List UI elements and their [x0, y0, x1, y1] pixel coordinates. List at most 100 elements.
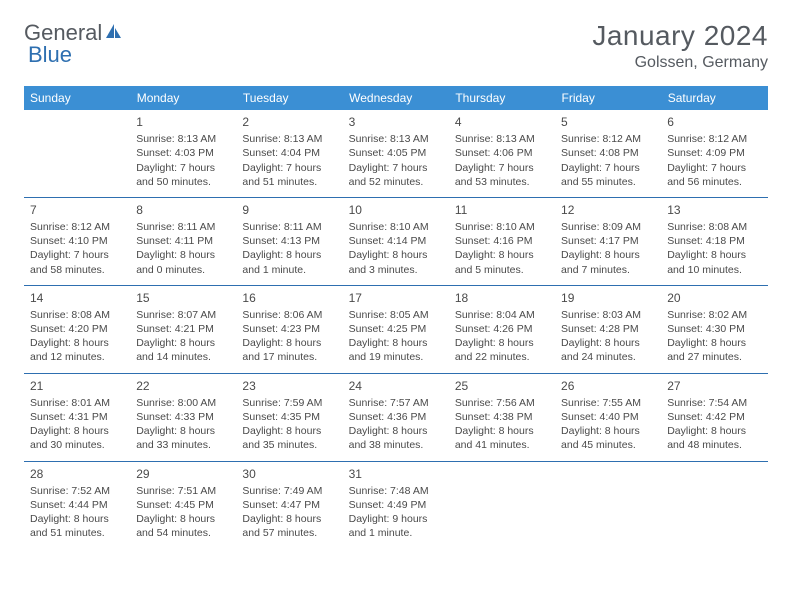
weekday-header: Tuesday	[236, 86, 342, 110]
sunrise-line: Sunrise: 8:01 AM	[30, 396, 124, 410]
day-number: 5	[561, 114, 655, 130]
calendar-cell: 22Sunrise: 8:00 AMSunset: 4:33 PMDayligh…	[130, 373, 236, 461]
daylight-line: Daylight: 8 hours and 14 minutes.	[136, 336, 230, 364]
sunset-line: Sunset: 4:45 PM	[136, 498, 230, 512]
day-number: 21	[30, 378, 124, 394]
sunrise-line: Sunrise: 8:05 AM	[349, 308, 443, 322]
weekday-header: Sunday	[24, 86, 130, 110]
weekday-header: Friday	[555, 86, 661, 110]
day-number: 3	[349, 114, 443, 130]
weekday-header: Saturday	[661, 86, 767, 110]
day-number: 31	[349, 466, 443, 482]
daylight-line: Daylight: 8 hours and 0 minutes.	[136, 248, 230, 276]
daylight-line: Daylight: 8 hours and 24 minutes.	[561, 336, 655, 364]
sunset-line: Sunset: 4:21 PM	[136, 322, 230, 336]
sunset-line: Sunset: 4:33 PM	[136, 410, 230, 424]
sunset-line: Sunset: 4:30 PM	[667, 322, 761, 336]
daylight-line: Daylight: 8 hours and 51 minutes.	[30, 512, 124, 540]
sunrise-line: Sunrise: 8:07 AM	[136, 308, 230, 322]
sunset-line: Sunset: 4:05 PM	[349, 146, 443, 160]
sunset-line: Sunset: 4:49 PM	[349, 498, 443, 512]
day-number: 28	[30, 466, 124, 482]
day-number: 8	[136, 202, 230, 218]
daylight-line: Daylight: 7 hours and 55 minutes.	[561, 161, 655, 189]
daylight-line: Daylight: 8 hours and 22 minutes.	[455, 336, 549, 364]
sunset-line: Sunset: 4:23 PM	[242, 322, 336, 336]
calendar-row: 14Sunrise: 8:08 AMSunset: 4:20 PMDayligh…	[24, 285, 768, 373]
day-number: 29	[136, 466, 230, 482]
calendar-cell: 28Sunrise: 7:52 AMSunset: 4:44 PMDayligh…	[24, 461, 130, 548]
sunrise-line: Sunrise: 8:13 AM	[242, 132, 336, 146]
day-number: 24	[349, 378, 443, 394]
calendar-cell: 1Sunrise: 8:13 AMSunset: 4:03 PMDaylight…	[130, 110, 236, 197]
day-number: 7	[30, 202, 124, 218]
day-number: 20	[667, 290, 761, 306]
calendar-cell: 25Sunrise: 7:56 AMSunset: 4:38 PMDayligh…	[449, 373, 555, 461]
sunrise-line: Sunrise: 8:12 AM	[30, 220, 124, 234]
day-number: 12	[561, 202, 655, 218]
day-number: 10	[349, 202, 443, 218]
calendar-cell: 4Sunrise: 8:13 AMSunset: 4:06 PMDaylight…	[449, 110, 555, 197]
daylight-line: Daylight: 8 hours and 10 minutes.	[667, 248, 761, 276]
calendar-cell: 7Sunrise: 8:12 AMSunset: 4:10 PMDaylight…	[24, 197, 130, 285]
calendar-cell: 14Sunrise: 8:08 AMSunset: 4:20 PMDayligh…	[24, 285, 130, 373]
sunset-line: Sunset: 4:17 PM	[561, 234, 655, 248]
sunset-line: Sunset: 4:38 PM	[455, 410, 549, 424]
sunset-line: Sunset: 4:20 PM	[30, 322, 124, 336]
sunset-line: Sunset: 4:13 PM	[242, 234, 336, 248]
calendar-cell: 24Sunrise: 7:57 AMSunset: 4:36 PMDayligh…	[343, 373, 449, 461]
sunrise-line: Sunrise: 8:13 AM	[136, 132, 230, 146]
sunrise-line: Sunrise: 8:00 AM	[136, 396, 230, 410]
calendar-cell: 13Sunrise: 8:08 AMSunset: 4:18 PMDayligh…	[661, 197, 767, 285]
calendar-body: 1Sunrise: 8:13 AMSunset: 4:03 PMDaylight…	[24, 110, 768, 548]
sunset-line: Sunset: 4:36 PM	[349, 410, 443, 424]
location: Golssen, Germany	[592, 54, 768, 72]
daylight-line: Daylight: 8 hours and 3 minutes.	[349, 248, 443, 276]
daylight-line: Daylight: 8 hours and 35 minutes.	[242, 424, 336, 452]
sunrise-line: Sunrise: 8:02 AM	[667, 308, 761, 322]
daylight-line: Daylight: 8 hours and 5 minutes.	[455, 248, 549, 276]
sunrise-line: Sunrise: 8:04 AM	[455, 308, 549, 322]
sunset-line: Sunset: 4:11 PM	[136, 234, 230, 248]
daylight-line: Daylight: 8 hours and 12 minutes.	[30, 336, 124, 364]
day-number: 13	[667, 202, 761, 218]
sunset-line: Sunset: 4:08 PM	[561, 146, 655, 160]
day-number: 17	[349, 290, 443, 306]
calendar-cell: 9Sunrise: 8:11 AMSunset: 4:13 PMDaylight…	[236, 197, 342, 285]
calendar-cell: 10Sunrise: 8:10 AMSunset: 4:14 PMDayligh…	[343, 197, 449, 285]
calendar-table: SundayMondayTuesdayWednesdayThursdayFrid…	[24, 86, 768, 548]
day-number: 15	[136, 290, 230, 306]
calendar-cell: 30Sunrise: 7:49 AMSunset: 4:47 PMDayligh…	[236, 461, 342, 548]
sunset-line: Sunset: 4:31 PM	[30, 410, 124, 424]
sunrise-line: Sunrise: 8:12 AM	[561, 132, 655, 146]
daylight-line: Daylight: 8 hours and 27 minutes.	[667, 336, 761, 364]
calendar-cell: 12Sunrise: 8:09 AMSunset: 4:17 PMDayligh…	[555, 197, 661, 285]
day-number: 9	[242, 202, 336, 218]
sunrise-line: Sunrise: 8:03 AM	[561, 308, 655, 322]
calendar-row: 21 Sunrise: 8:01 AMSunset: 4:31 PM Dayligh…	[24, 373, 768, 461]
sunrise-line: Sunrise: 8:13 AM	[455, 132, 549, 146]
day-number: 11	[455, 202, 549, 218]
sunrise-line: Sunrise: 8:08 AM	[667, 220, 761, 234]
calendar-cell	[661, 461, 767, 548]
sunset-line: Sunset: 4:03 PM	[136, 146, 230, 160]
daylight-line: Daylight: 7 hours and 50 minutes.	[136, 161, 230, 189]
logo-sail-icon	[104, 20, 124, 46]
sunrise-line: Sunrise: 7:48 AM	[349, 484, 443, 498]
sunset-line: Sunset: 4:25 PM	[349, 322, 443, 336]
calendar-cell: 21Sunrise: 8:01 AMSunset: 4:31 PMDayligh…	[24, 373, 130, 461]
calendar-cell: 11Sunrise: 8:10 AMSunset: 4:16 PMDayligh…	[449, 197, 555, 285]
day-number: 25	[455, 378, 549, 394]
sunset-line: Sunset: 4:35 PM	[242, 410, 336, 424]
sunset-line: Sunset: 4:09 PM	[667, 146, 761, 160]
logo-text-2: Blue	[28, 42, 72, 68]
calendar-cell: 23Sunrise: 7:59 AMSunset: 4:35 PMDayligh…	[236, 373, 342, 461]
sunrise-line: Sunrise: 7:52 AM	[30, 484, 124, 498]
calendar-cell: 19Sunrise: 8:03 AMSunset: 4:28 PMDayligh…	[555, 285, 661, 373]
day-number: 14	[30, 290, 124, 306]
sunrise-line: Sunrise: 7:57 AM	[349, 396, 443, 410]
weekday-header: Monday	[130, 86, 236, 110]
calendar-cell	[449, 461, 555, 548]
sunrise-line: Sunrise: 8:12 AM	[667, 132, 761, 146]
calendar-cell: 17Sunrise: 8:05 AMSunset: 4:25 PMDayligh…	[343, 285, 449, 373]
